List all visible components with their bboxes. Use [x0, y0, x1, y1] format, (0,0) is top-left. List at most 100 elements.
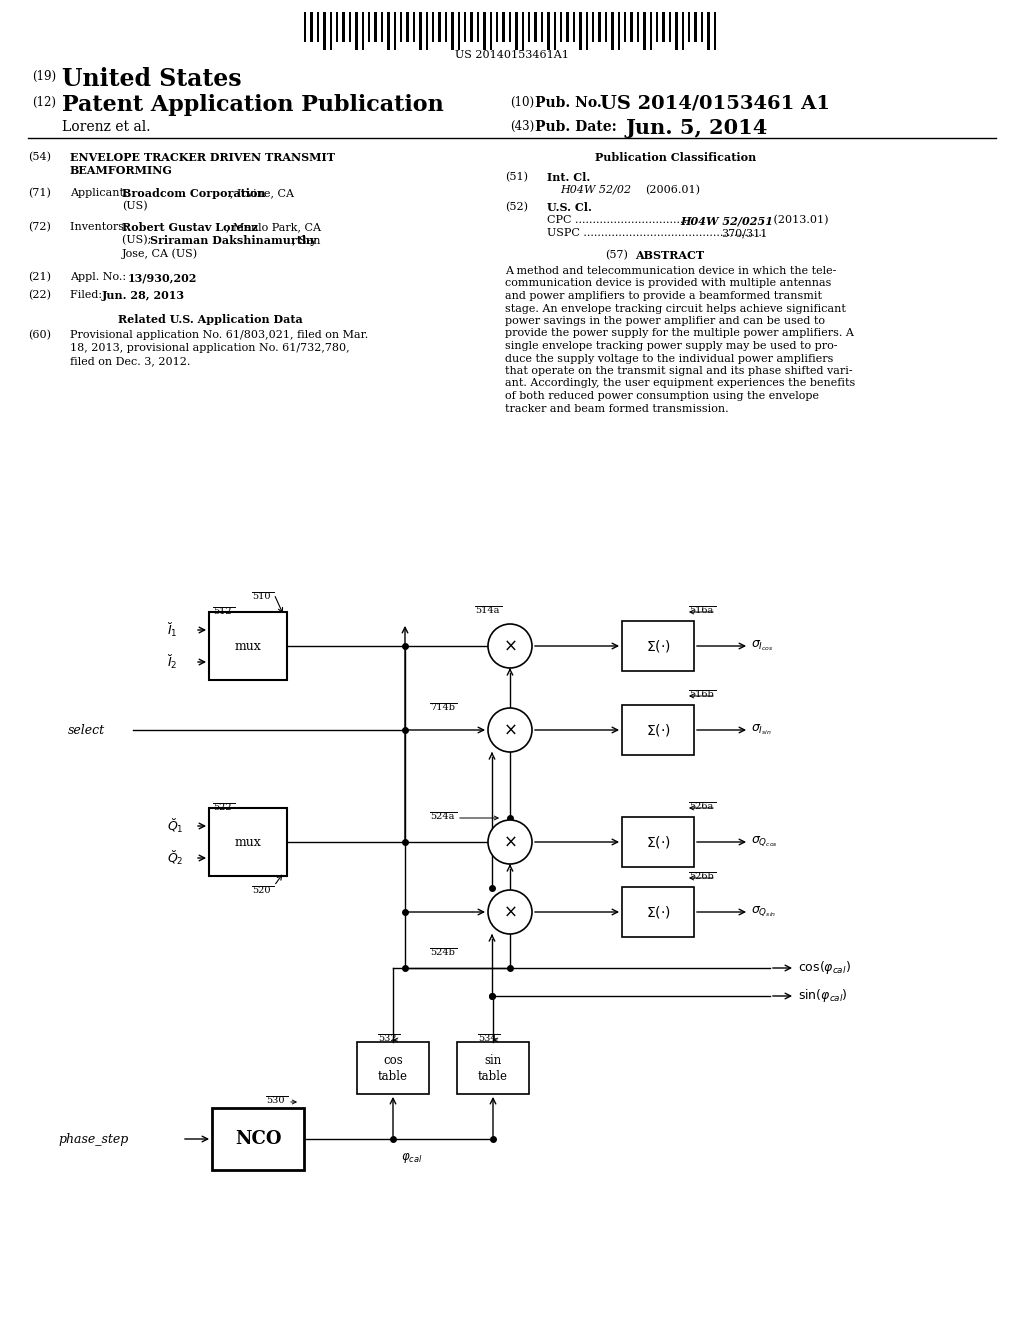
Bar: [209, 612, 287, 680]
Text: Jun. 5, 2014: Jun. 5, 2014: [625, 117, 767, 139]
Text: Robert Gustav Lorenz: Robert Gustav Lorenz: [122, 222, 258, 234]
Text: 714b: 714b: [430, 704, 455, 711]
Text: Jose, CA (US): Jose, CA (US): [122, 248, 198, 259]
Bar: [477, 12, 479, 42]
Text: phase_step: phase_step: [58, 1133, 128, 1146]
Bar: [592, 12, 594, 42]
Text: power savings in the power amplifier and can be used to: power savings in the power amplifier and…: [505, 315, 825, 326]
Text: (57): (57): [605, 249, 628, 260]
Bar: [560, 12, 562, 42]
Bar: [643, 12, 645, 50]
Text: BEAMFORMING: BEAMFORMING: [70, 165, 173, 176]
Text: $\Sigma(\cdot)$: $\Sigma(\cdot)$: [645, 722, 671, 738]
Bar: [381, 12, 383, 42]
Bar: [688, 12, 690, 42]
Text: single envelope tracking power supply may be used to pro-: single envelope tracking power supply ma…: [505, 341, 838, 351]
Bar: [708, 12, 710, 50]
Text: 516a: 516a: [689, 606, 714, 615]
Text: US 20140153461A1: US 20140153461A1: [455, 50, 569, 59]
Bar: [349, 12, 351, 42]
Text: $\sigma_{Q_{cos}}$: $\sigma_{Q_{cos}}$: [751, 834, 778, 849]
Text: 532: 532: [378, 1034, 396, 1043]
Text: Pub. No.:: Pub. No.:: [535, 96, 607, 110]
Bar: [438, 12, 440, 42]
Bar: [622, 620, 694, 671]
Bar: [682, 12, 684, 50]
Bar: [663, 12, 665, 42]
Text: tracker and beam formed transmission.: tracker and beam formed transmission.: [505, 404, 729, 413]
Text: ENVELOPE TRACKER DRIVEN TRANSMIT: ENVELOPE TRACKER DRIVEN TRANSMIT: [70, 152, 335, 162]
Text: mux: mux: [234, 639, 261, 652]
Bar: [694, 12, 696, 42]
Text: CPC ................................: CPC ................................: [547, 215, 687, 224]
Text: USPC ....................................................: USPC ...................................…: [547, 228, 765, 238]
Text: 512: 512: [213, 607, 231, 616]
Bar: [464, 12, 466, 42]
Bar: [605, 12, 607, 42]
Text: (72): (72): [28, 222, 51, 232]
Bar: [342, 12, 345, 42]
Bar: [503, 12, 505, 42]
Bar: [586, 12, 588, 50]
Bar: [304, 12, 306, 42]
Bar: [509, 12, 511, 42]
Text: stage. An envelope tracking circuit helps achieve significant: stage. An envelope tracking circuit help…: [505, 304, 846, 314]
Text: Pub. Date:: Pub. Date:: [535, 120, 616, 135]
Text: $\sigma_{I_{cos}}$: $\sigma_{I_{cos}}$: [751, 639, 774, 653]
Bar: [387, 12, 389, 50]
Bar: [535, 12, 537, 42]
Bar: [637, 12, 639, 42]
Text: NCO: NCO: [234, 1130, 282, 1148]
Bar: [622, 887, 694, 937]
Bar: [547, 12, 550, 50]
Circle shape: [488, 624, 532, 668]
Bar: [580, 12, 582, 50]
Bar: [355, 12, 357, 50]
Bar: [622, 705, 694, 755]
Text: $\breve{I}_2$: $\breve{I}_2$: [167, 652, 177, 672]
Bar: [675, 12, 678, 50]
Text: provide the power supply for the multiple power amplifiers. A: provide the power supply for the multipl…: [505, 329, 854, 338]
Bar: [554, 12, 556, 50]
Text: 534: 534: [478, 1034, 497, 1043]
Bar: [470, 12, 473, 42]
Text: 514a: 514a: [475, 606, 500, 615]
Text: communication device is provided with multiple antennas: communication device is provided with mu…: [505, 279, 831, 289]
Text: (43): (43): [510, 120, 535, 133]
Text: 516b: 516b: [689, 690, 714, 700]
Text: 522: 522: [213, 803, 231, 812]
Bar: [407, 12, 409, 42]
Text: and power amplifiers to provide a beamformed transmit: and power amplifiers to provide a beamfo…: [505, 290, 822, 301]
Text: , Irvine, CA: , Irvine, CA: [230, 187, 294, 198]
Bar: [598, 12, 601, 42]
Text: H04W 52/0251: H04W 52/0251: [680, 215, 773, 226]
Bar: [336, 12, 338, 42]
Bar: [649, 12, 652, 50]
Text: duce the supply voltage to the individual power amplifiers: duce the supply voltage to the individua…: [505, 354, 834, 363]
Circle shape: [488, 890, 532, 935]
Text: (51): (51): [505, 172, 528, 182]
Text: (22): (22): [28, 290, 51, 301]
Bar: [483, 12, 485, 50]
Text: 524a: 524a: [430, 812, 455, 821]
Text: 510: 510: [252, 591, 270, 601]
Bar: [432, 12, 434, 42]
Bar: [316, 12, 319, 42]
Text: $\Sigma(\cdot)$: $\Sigma(\cdot)$: [645, 904, 671, 920]
Bar: [489, 12, 492, 50]
Bar: [426, 12, 428, 50]
Text: Inventors:: Inventors:: [70, 222, 131, 232]
Bar: [521, 12, 524, 50]
Text: (US);: (US);: [122, 235, 155, 246]
Bar: [209, 808, 287, 876]
Bar: [669, 12, 671, 42]
Text: 18, 2013, provisional application No. 61/732,780,: 18, 2013, provisional application No. 61…: [70, 343, 349, 352]
Text: $\cos(\varphi_{cal})$: $\cos(\varphi_{cal})$: [798, 960, 851, 977]
Circle shape: [488, 708, 532, 752]
Text: $\times$: $\times$: [503, 722, 517, 738]
Bar: [368, 12, 371, 42]
Text: US 2014/0153461 A1: US 2014/0153461 A1: [600, 94, 830, 112]
Text: 520: 520: [252, 886, 270, 895]
Text: $\breve{Q}_2$: $\breve{Q}_2$: [167, 849, 183, 867]
Text: , San: , San: [292, 235, 321, 246]
